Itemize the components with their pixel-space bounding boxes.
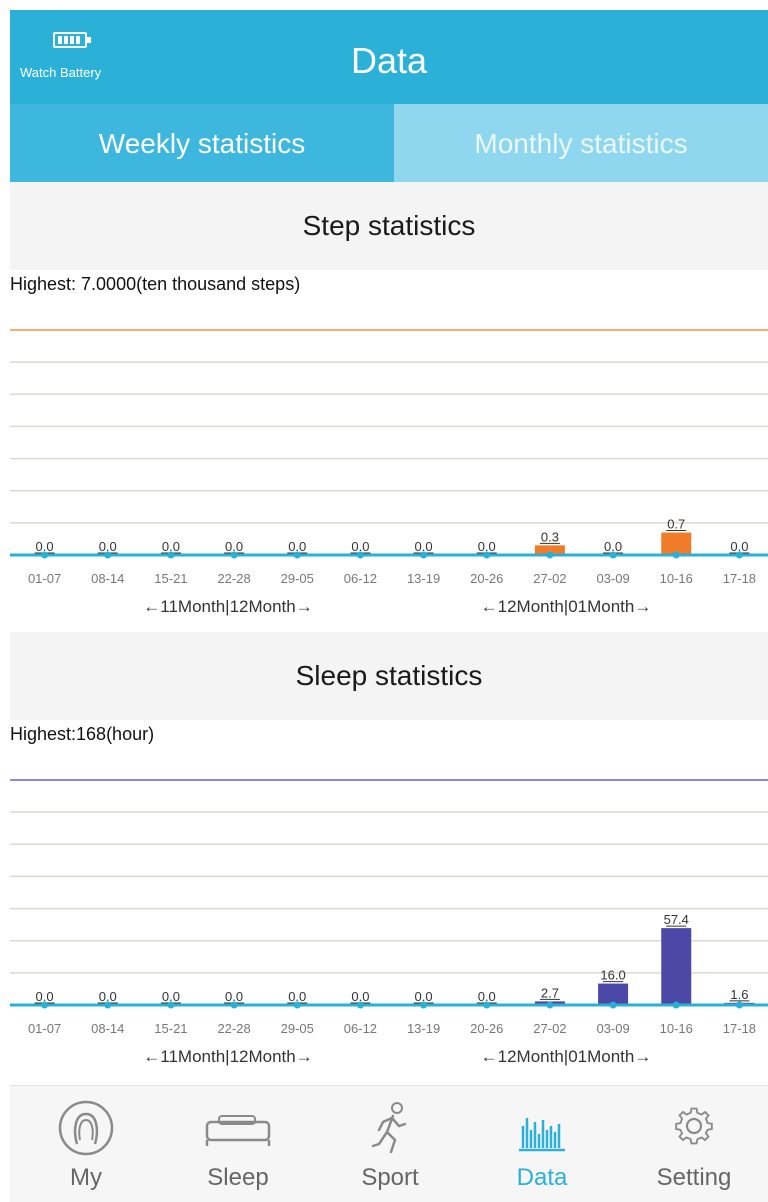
sleep-chart-tick-label: 22-28	[217, 1021, 250, 1036]
step-chart-value-label: 0.0	[162, 539, 180, 554]
step-chart-month-label: ←11Month|12Month→	[143, 597, 312, 616]
step-chart-value-label: 0.0	[288, 539, 306, 554]
sleep-chart-tick-label: 03-09	[596, 1021, 629, 1036]
step-chart-value-label: 0.0	[225, 539, 243, 554]
battery-icon	[53, 32, 91, 48]
app-header: Watch Battery Data	[10, 10, 768, 104]
step-chart-bar	[661, 532, 692, 555]
bottom-nav: My Sleep Sport	[10, 1086, 768, 1202]
tab-monthly-statistics[interactable]: Monthly statistics	[394, 104, 768, 182]
step-chart-tick-label: 06-12	[344, 571, 377, 586]
step-chart-tick-label: 10-16	[660, 571, 693, 586]
nav-label-my: My	[70, 1164, 102, 1191]
page-title: Data	[350, 40, 428, 81]
nav-item-sleep[interactable]: Sleep	[162, 1086, 314, 1202]
step-chart-tick-label: 01-07	[28, 571, 61, 586]
sleep-chart-tick-label: 17-18	[723, 1021, 756, 1036]
step-chart-value-label: 0.0	[415, 539, 433, 554]
sleep-chart-value-label: 0.0	[162, 989, 180, 1004]
step-chart-value-label: 0.0	[478, 539, 496, 554]
step-chart-tick-label: 22-28	[217, 571, 250, 586]
step-chart-value-label: 0.0	[351, 539, 369, 554]
sleep-chart-value-label: 57.4	[664, 912, 689, 927]
sleep-chart-value-label: 0.0	[478, 989, 496, 1004]
nav-item-setting[interactable]: Setting	[618, 1086, 768, 1202]
step-highest-label: Highest: 7.0000(ten thousand steps)	[10, 274, 301, 294]
step-chart-month-label: ←12Month|01Month→	[481, 597, 652, 616]
sleep-chart-value-label: 0.0	[415, 989, 433, 1004]
runner-icon	[371, 1102, 407, 1154]
step-chart-tick-label: 17-18	[723, 571, 756, 586]
sleep-chart-tick-label: 10-16	[660, 1021, 693, 1036]
sleep-chart-tick-label: 13-19	[407, 1021, 440, 1036]
stats-tabs: Weekly statistics Monthly statistics	[10, 104, 768, 182]
sleep-section-title: Sleep statistics	[295, 660, 483, 691]
sleep-chart-month-label: ←12Month|01Month→	[481, 1047, 652, 1066]
sleep-chart-value-label: 0.0	[99, 989, 117, 1004]
step-chart: 0.0 01-07 0.0 08-14 0.0 15-21 0.0 22-28 0.0 29-05…	[10, 329, 768, 616]
sleep-chart: 0.0 01-07 0.0 08-14 0.0 15-21 0.0 22-28 0.0 29-05…	[10, 779, 768, 1066]
step-chart-value-label: 0.3	[541, 529, 559, 544]
sleep-chart-month-label: ←11Month|12Month→	[143, 1047, 312, 1066]
step-chart-tick-label: 20-26	[470, 571, 503, 586]
sleep-chart-tick-label: 01-07	[28, 1021, 61, 1036]
bed-icon	[205, 1115, 271, 1146]
sleep-chart-value-label: 0.0	[351, 989, 369, 1004]
sleep-chart-tick-label: 15-21	[154, 1021, 187, 1036]
sleep-chart-tick-label: 06-12	[344, 1021, 377, 1036]
sleep-chart-tick-label: 08-14	[91, 1021, 124, 1036]
step-chart-value-label: 0.0	[36, 539, 54, 554]
battery-label: Watch Battery	[20, 65, 102, 80]
sleep-chart-tick-label: 27-02	[533, 1021, 566, 1036]
nav-label-data: Data	[516, 1164, 568, 1191]
step-chart-tick-label: 27-02	[533, 571, 566, 586]
sleep-chart-value-label: 0.0	[225, 989, 243, 1004]
nav-item-data[interactable]: Data	[466, 1086, 618, 1202]
step-section-title: Step statistics	[302, 210, 476, 241]
profile-icon	[58, 1100, 114, 1156]
step-chart-value-label: 0.0	[730, 539, 748, 554]
sleep-chart-value-label: 16.0	[600, 968, 625, 983]
gear-icon	[675, 1107, 713, 1145]
sleep-highest-label: Highest:168(hour)	[10, 724, 155, 744]
sleep-chart-bar	[661, 928, 692, 1005]
step-chart-tick-label: 29-05	[281, 571, 314, 586]
sleep-chart-value-label: 2.7	[541, 985, 559, 1000]
step-chart-value-label: 0.0	[99, 539, 117, 554]
step-section-header	[10, 182, 768, 270]
sleep-chart-value-label: 1.6	[730, 987, 748, 1002]
nav-item-my[interactable]: My	[10, 1086, 162, 1202]
sleep-chart-tick-label: 29-05	[281, 1021, 314, 1036]
nav-divider	[10, 1085, 768, 1086]
step-chart-tick-label: 15-21	[154, 571, 187, 586]
nav-label-sleep: Sleep	[207, 1164, 269, 1191]
sleep-chart-value-label: 0.0	[36, 989, 54, 1004]
nav-label-setting: Setting	[656, 1164, 732, 1191]
step-chart-tick-label: 13-19	[407, 571, 440, 586]
sleep-chart-tick-label: 20-26	[470, 1021, 503, 1036]
step-chart-value-label: 0.7	[667, 517, 685, 532]
tab-weekly-statistics[interactable]: Weekly statistics	[10, 104, 394, 182]
nav-label-sport: Sport	[361, 1164, 419, 1191]
nav-item-sport[interactable]: Sport	[314, 1086, 466, 1202]
step-chart-bar	[534, 545, 565, 555]
step-chart-tick-label: 08-14	[91, 571, 124, 586]
step-chart-tick-label: 03-09	[596, 571, 629, 586]
step-chart-value-label: 0.0	[604, 539, 622, 554]
sleep-section-header	[10, 632, 768, 720]
sleep-chart-value-label: 0.0	[288, 989, 306, 1004]
sleep-chart-bar	[598, 983, 629, 1005]
bar-chart-icon	[519, 1118, 565, 1152]
